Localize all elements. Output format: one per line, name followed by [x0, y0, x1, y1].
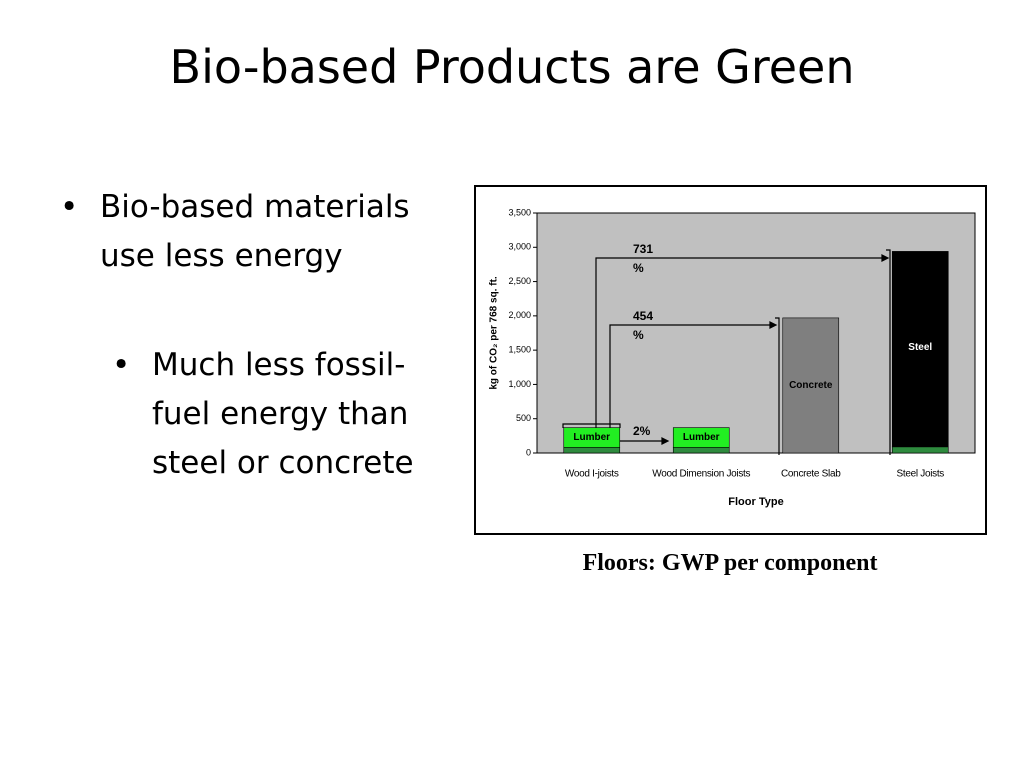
segment-label: Concrete	[789, 380, 833, 391]
x-axis-label: Floor Type	[728, 496, 783, 508]
bar-segment	[563, 427, 621, 448]
bar-segment	[563, 447, 621, 454]
slide-title: Bio-based Products are Green	[169, 40, 855, 94]
y-axis-label: kg of CO₂ per 768 sq. ft.	[489, 276, 500, 390]
segment-label: Lumber	[683, 432, 720, 443]
y-tick-label: 0	[526, 447, 531, 457]
bar-segment	[782, 317, 840, 454]
x-tick-label: Concrete Slab	[781, 469, 841, 480]
bullet-text: Much less fossil-fuel energy than steel …	[152, 347, 414, 481]
y-tick-label: 1,500	[508, 345, 531, 355]
caption: Floors: GWP per component	[582, 550, 878, 576]
annotation: 731 %	[633, 242, 654, 275]
bar-segment	[672, 427, 730, 448]
x-tick-label: Wood Dimension Joists	[652, 469, 750, 480]
bar-segment	[891, 446, 949, 454]
y-tick-label: 3,000	[508, 242, 531, 252]
segment-label: Lumber	[573, 432, 610, 443]
y-tick-label: 2,000	[508, 310, 531, 320]
arrows	[562, 249, 891, 455]
y-tick-label: 2,500	[508, 276, 531, 286]
annotation: 454 %	[633, 309, 654, 342]
bullet: • Much less fossil-fuel energy than steel…	[112, 347, 414, 481]
segment-label: Steel	[908, 342, 932, 353]
bar-segment	[891, 251, 949, 448]
bar-segment	[672, 447, 730, 454]
annotation: 2%	[633, 424, 651, 438]
x-tick-label: Steel Joists	[896, 469, 944, 480]
bullet: • Bio-based materials use less energy	[60, 189, 410, 274]
x-tick-label: Wood I-joists	[565, 469, 619, 480]
y-tick-label: 500	[516, 413, 531, 423]
bullet-text: Bio-based materials use less energy	[100, 189, 410, 274]
y-tick-label: 3,500	[508, 207, 531, 217]
chart-frame	[474, 185, 987, 535]
y-tick-label: 1,000	[508, 379, 531, 389]
